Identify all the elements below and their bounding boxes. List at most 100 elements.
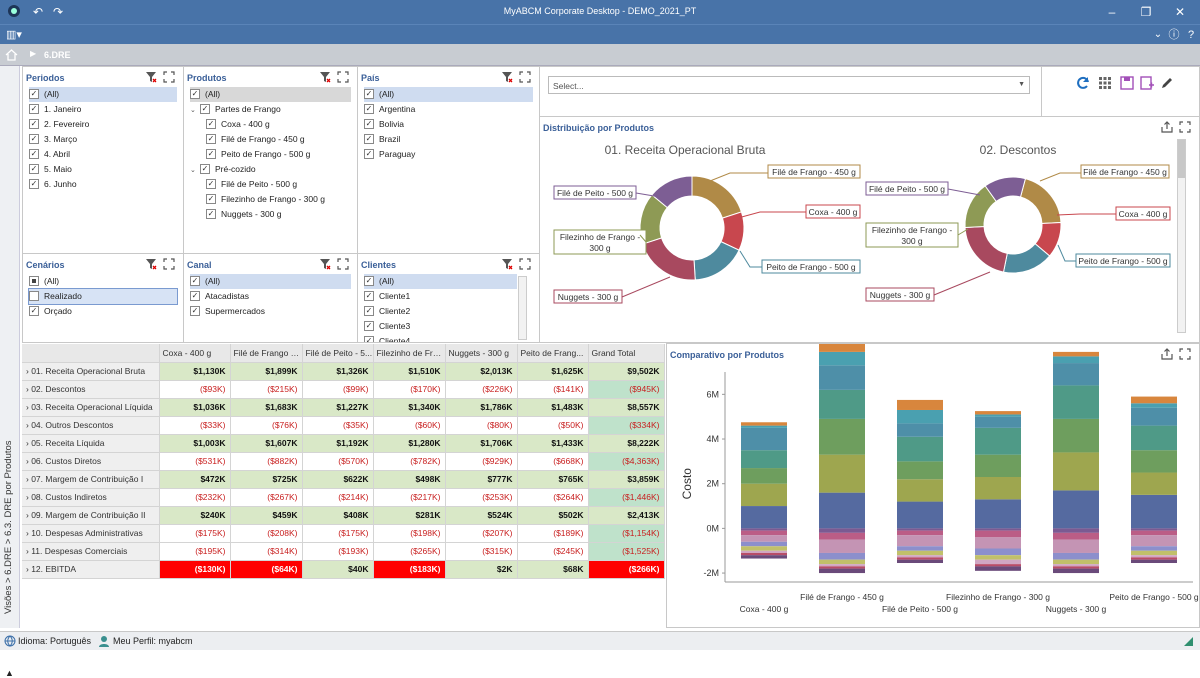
bar-segment-negative[interactable] — [897, 557, 943, 560]
checkbox[interactable]: ✓ — [206, 133, 216, 144]
bar-segment[interactable] — [975, 477, 1021, 500]
filter-item[interactable]: ✓ Cliente3 — [364, 319, 517, 334]
scrollbar-thumb[interactable] — [1178, 140, 1185, 178]
maximize-icon[interactable] — [1179, 348, 1191, 360]
table-cell[interactable]: ($334K) — [588, 416, 665, 435]
filter-item[interactable]: ✓ Brazil — [364, 132, 533, 147]
clear-filter-icon[interactable] — [145, 258, 157, 270]
checkbox[interactable]: ✓ — [29, 103, 39, 114]
filter-item[interactable]: ✓ Cliente1 — [364, 289, 517, 304]
help-icon[interactable]: ? — [1187, 29, 1195, 41]
bar-segment[interactable] — [819, 418, 865, 455]
expand-icon[interactable]: ⌄ — [190, 107, 196, 114]
table-cell[interactable]: $1,433K — [517, 434, 589, 453]
table-cell[interactable]: ($315K) — [445, 542, 518, 561]
filter-item[interactable]: ✓ (All) — [364, 87, 533, 102]
table-cell[interactable]: ($1,154K) — [588, 524, 665, 543]
clear-filter-icon[interactable] — [501, 71, 513, 83]
donut-slice-file_frango[interactable] — [691, 175, 743, 219]
bar-segment[interactable] — [975, 427, 1021, 455]
filter-item[interactable]: ✓ Filé de Peito - 500 g — [190, 177, 351, 192]
bar-segment-negative[interactable] — [1053, 559, 1099, 565]
breadcrumb[interactable]: 6.DRE — [44, 50, 71, 60]
filter-item[interactable]: ✓ (All) — [29, 87, 177, 102]
clientes-scrollbar[interactable] — [518, 276, 527, 340]
table-cell[interactable]: ($208K) — [230, 524, 303, 543]
row-header[interactable]: › 12. EBITDA — [22, 560, 160, 579]
clear-filter-icon[interactable] — [319, 71, 331, 83]
row-header[interactable]: › 07. Margem de Contribuição I — [22, 470, 160, 489]
bar-segment-negative[interactable] — [819, 552, 865, 560]
table-cell[interactable]: ($141K) — [517, 380, 589, 399]
table-cell[interactable]: $1,130K — [159, 362, 231, 381]
maximize-icon[interactable] — [519, 258, 531, 270]
table-cell[interactable]: ($214K) — [302, 488, 374, 507]
bar-segment-negative[interactable] — [975, 566, 1021, 571]
table-cell[interactable]: ($217K) — [373, 488, 446, 507]
filter-item[interactable]: ✓ Cliente4 — [364, 334, 517, 342]
table-cell[interactable]: $8,222K — [588, 434, 665, 453]
checkbox[interactable]: ✓ — [29, 118, 39, 129]
row-header[interactable]: › 04. Outros Descontos — [22, 416, 160, 435]
refresh-icon[interactable] — [1076, 76, 1090, 90]
bar-segment-negative[interactable] — [897, 555, 943, 558]
table-cell[interactable]: ($215K) — [230, 380, 303, 399]
table-cell[interactable]: $1,483K — [517, 398, 589, 417]
checkbox[interactable]: ✓ — [29, 178, 39, 189]
export-icon[interactable] — [1161, 121, 1173, 133]
bar-segment[interactable] — [1053, 490, 1099, 529]
table-cell[interactable]: $2,413K — [588, 506, 665, 525]
column-header[interactable]: Filé de Peito - 5... — [302, 344, 374, 363]
row-header[interactable]: › 03. Receita Operacional Líquida — [22, 398, 160, 417]
close-icon[interactable]: ✕ — [1174, 5, 1186, 19]
donut-slice-file_frango[interactable] — [1019, 178, 1062, 225]
table-cell[interactable]: $502K — [517, 506, 589, 525]
bar-segment-negative[interactable] — [897, 546, 943, 551]
bar-segment[interactable] — [1131, 407, 1177, 426]
bar-segment[interactable] — [741, 468, 787, 484]
bar-segment-negative[interactable] — [741, 528, 787, 531]
checkbox[interactable]: ✓ — [364, 148, 374, 159]
checkbox[interactable]: ✓ — [364, 335, 374, 342]
table-cell[interactable]: $1,280K — [373, 434, 446, 453]
bar-segment-negative[interactable] — [1131, 530, 1177, 536]
donut-slice-file_peito[interactable] — [651, 175, 693, 209]
filter-item[interactable]: ✓ 3. Março — [29, 132, 177, 147]
table-cell[interactable]: ($226K) — [445, 380, 518, 399]
bar-segment[interactable] — [819, 344, 865, 352]
info-icon[interactable]: ⓘ — [1168, 29, 1180, 41]
table-cell[interactable]: ($50K) — [517, 416, 589, 435]
edit-icon[interactable] — [1160, 76, 1174, 90]
table-cell[interactable]: ($1,446K) — [588, 488, 665, 507]
bar-segment[interactable] — [897, 436, 943, 462]
table-cell[interactable]: $1,036K — [159, 398, 231, 417]
table-cell[interactable]: $1,899K — [230, 362, 303, 381]
checkbox[interactable]: ✓ — [364, 133, 374, 144]
table-cell[interactable]: ($76K) — [230, 416, 303, 435]
bar-segment[interactable] — [741, 483, 787, 507]
table-cell[interactable]: $1,192K — [302, 434, 374, 453]
undo-icon[interactable]: ↶ — [32, 5, 44, 19]
bar-segment[interactable] — [897, 399, 943, 410]
table-cell[interactable]: ($882K) — [230, 452, 303, 471]
table-cell[interactable]: ($175K) — [302, 524, 374, 543]
table-cell[interactable]: $472K — [159, 470, 231, 489]
table-cell[interactable]: ($314K) — [230, 542, 303, 561]
save-as-icon[interactable] — [1140, 76, 1154, 90]
bar-segment-negative[interactable] — [819, 528, 865, 533]
filter-item[interactable]: ✓ 4. Abril — [29, 147, 177, 162]
bar-segment-negative[interactable] — [1053, 532, 1099, 540]
checkbox[interactable]: ✓ — [190, 88, 200, 99]
checkbox[interactable]: ✓ — [190, 290, 200, 301]
table-cell[interactable]: $459K — [230, 506, 303, 525]
donut-slice-nuggets[interactable] — [641, 237, 696, 281]
expand-icon[interactable]: ⌄ — [190, 167, 196, 174]
filter-item[interactable]: ✓ Argentina — [364, 102, 533, 117]
table-cell[interactable]: ($35K) — [302, 416, 374, 435]
bar-segment[interactable] — [975, 411, 1021, 415]
bar-segment[interactable] — [1053, 351, 1099, 357]
donut-slice-peito_frango[interactable] — [693, 240, 740, 281]
table-cell[interactable]: ($99K) — [302, 380, 374, 399]
bar-segment[interactable] — [1131, 396, 1177, 404]
table-cell[interactable]: ($60K) — [373, 416, 446, 435]
